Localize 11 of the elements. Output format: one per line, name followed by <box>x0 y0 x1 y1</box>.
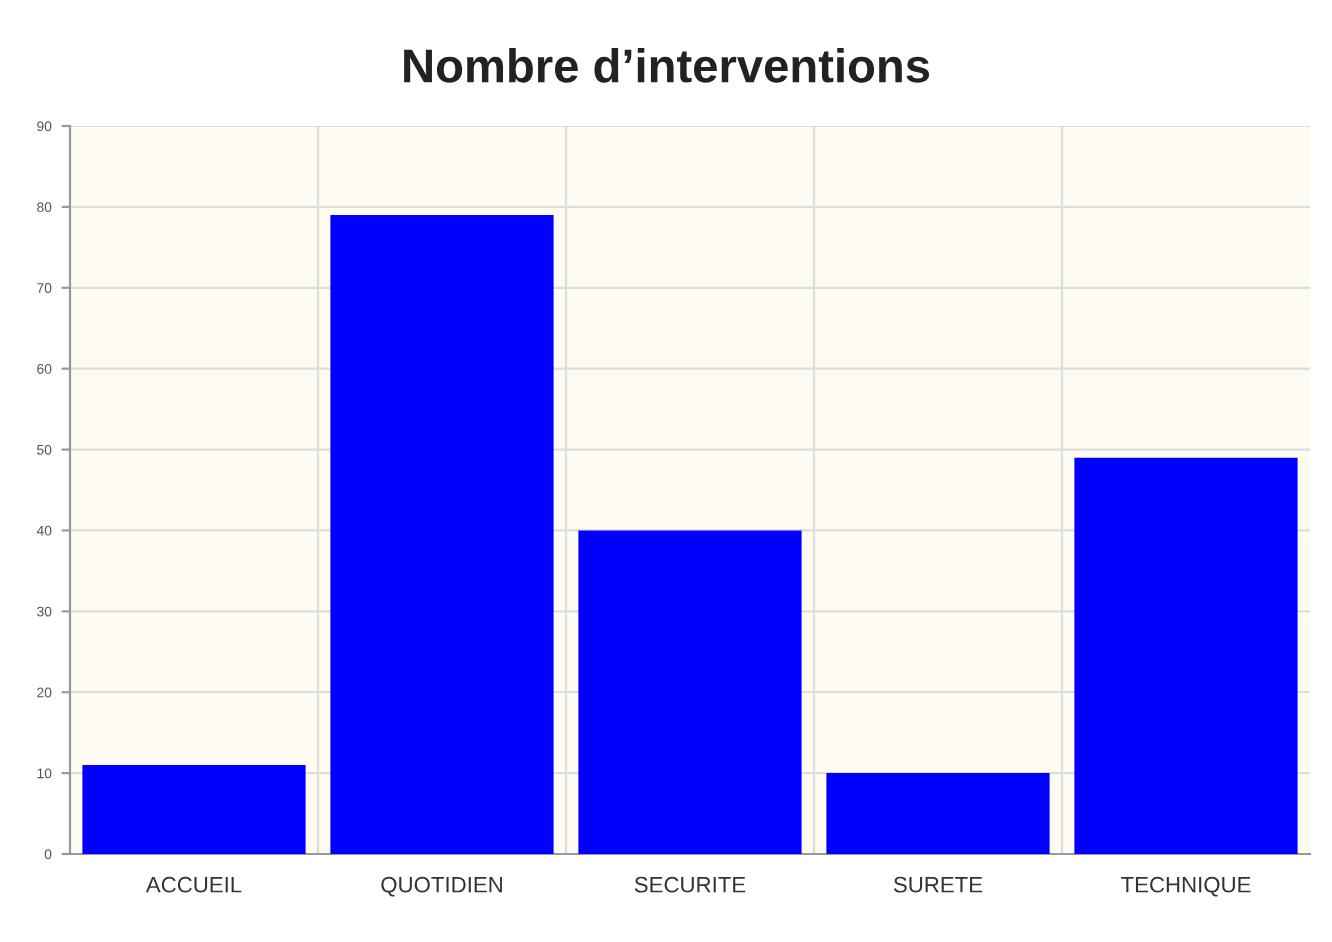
bar <box>82 765 306 854</box>
bar <box>1074 457 1298 854</box>
bar <box>826 773 1050 854</box>
chart-title: Nombre d’interventions <box>404 47 930 83</box>
bar <box>578 530 802 854</box>
x-tick-label: SECURITE <box>634 876 746 893</box>
bar <box>330 214 554 854</box>
x-tick-label: QUOTIDIEN <box>381 876 502 897</box>
x-tick-label: TECHNIQUE <box>1121 876 1251 897</box>
x-tick-label: ACCUEIL <box>145 876 242 893</box>
x-tick-label: SURETE <box>893 876 983 893</box>
